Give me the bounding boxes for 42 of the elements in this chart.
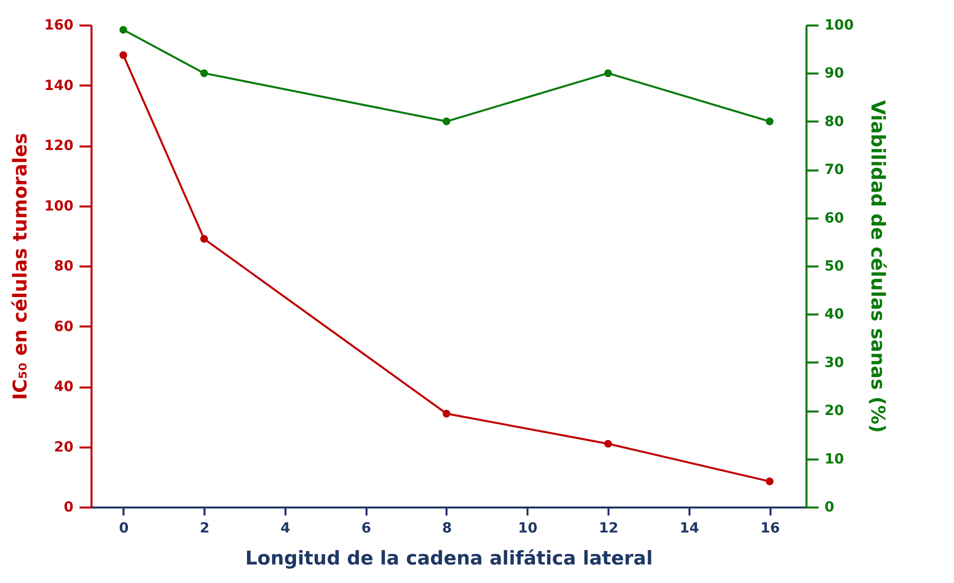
point <box>442 118 450 126</box>
y-tick-label: 0 <box>64 500 74 516</box>
y2-tick-label: 10 <box>824 451 844 468</box>
y2-tick-label: 70 <box>824 162 844 178</box>
point <box>604 440 612 448</box>
y-tick-label: 60 <box>54 318 74 335</box>
point <box>200 235 208 243</box>
y2-tick-label: 100 <box>824 18 854 34</box>
x-axis-title: Longitud de la cadena alifática lateral <box>245 548 653 570</box>
y2-tick-label: 0 <box>824 500 834 516</box>
y2-tick-label: 80 <box>824 114 844 130</box>
y-tick-label: 140 <box>44 78 74 94</box>
x-tick-label: 6 <box>361 520 372 536</box>
y2-tick-label: 20 <box>824 403 844 420</box>
y-tick-label: 20 <box>54 439 74 456</box>
y-axis-title: IC₅₀ en células tumorales <box>9 132 32 400</box>
point <box>200 69 208 78</box>
y2-axis-title: Viabilidad de células sanas (%) <box>866 100 889 433</box>
y2-tick-label: 90 <box>824 66 844 82</box>
y-tick-label: 80 <box>54 258 74 274</box>
point <box>604 69 612 78</box>
y2-tick-label: 50 <box>824 258 844 274</box>
point <box>119 51 128 59</box>
x-tick-label: 10 <box>518 520 538 536</box>
x-tick-label: 0 <box>118 520 129 536</box>
x-tick-label: 14 <box>680 520 700 536</box>
y2-tick-label: 40 <box>824 306 844 323</box>
x-tick-label: 16 <box>760 520 780 536</box>
y-tick-label: 100 <box>44 198 74 214</box>
x-tick-label: 12 <box>598 520 618 536</box>
point <box>766 478 774 486</box>
x-tick-label: 4 <box>280 520 291 536</box>
x-tick-label: 2 <box>200 520 210 536</box>
y-tick-label: 120 <box>44 138 74 154</box>
point <box>119 26 128 34</box>
x-tick-label: 8 <box>442 520 452 536</box>
point <box>442 410 450 418</box>
point <box>766 118 774 126</box>
y-tick-label: 160 <box>44 18 74 34</box>
y2-tick-label: 60 <box>824 210 844 226</box>
y2-tick-label: 30 <box>824 354 844 371</box>
y-tick-label: 40 <box>54 379 74 395</box>
